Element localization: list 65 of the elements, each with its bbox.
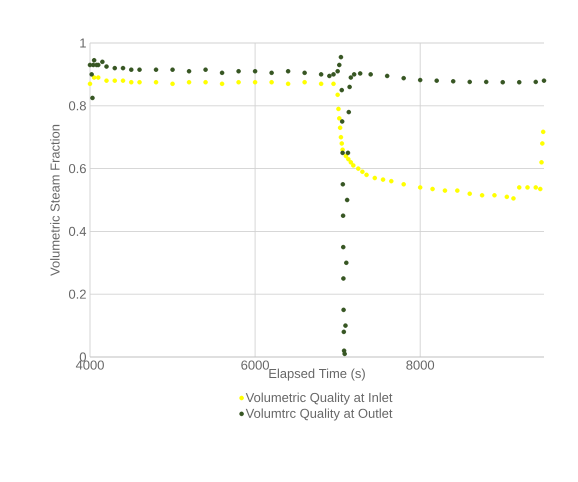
y-tick-label: 0.4 [68,226,86,236]
point [104,78,109,83]
point [92,75,96,80]
y-tick-label: 0.8 [68,101,86,110]
point [154,80,158,85]
y-axis-title: Volumetric Steam Fraction [50,124,60,276]
point [533,185,538,190]
point [286,82,290,86]
legend-label: Volumtrc Quality at Outlet [246,408,392,421]
point [540,141,545,146]
x-tick-label: 4000 [76,360,104,370]
point [401,182,406,187]
point [302,80,307,85]
point [336,106,341,112]
point [372,176,378,180]
point [455,188,460,193]
point [137,80,142,85]
point [467,191,472,196]
point [380,177,386,182]
point [128,80,134,85]
point [492,192,497,198]
point [186,80,192,85]
point [356,166,361,171]
point [318,82,324,86]
point [418,185,422,190]
point [538,186,543,192]
point [335,92,340,98]
point [504,194,510,200]
point [120,78,126,83]
legend-label: Volumetric Quality at Inlet [246,392,392,405]
point [364,172,369,178]
x-tick-label: 8000 [406,360,434,370]
point [269,80,274,85]
point [112,78,118,83]
y-tick-label: 0.6 [68,164,86,174]
point [203,80,208,85]
point [88,82,92,86]
point [348,160,354,165]
point [540,130,546,134]
y-tick-label: 1 [80,38,86,48]
point [331,82,336,86]
point [442,188,448,193]
point [338,125,342,130]
x-axis-title: Elapsed Time (s) [269,368,365,381]
point [480,192,484,198]
point [339,141,344,146]
point [516,185,522,190]
x-tick-label: 6000 [241,360,269,370]
point [389,178,394,184]
point [338,134,344,140]
point [96,75,101,80]
point [511,196,516,201]
point [525,185,530,190]
point [351,163,356,168]
point [539,160,544,165]
y-tick-label: 0.2 [68,290,86,299]
point [360,169,365,174]
point [170,82,175,86]
point [430,186,435,192]
point [220,82,224,86]
point [252,80,258,85]
y-tick-label: 0 [80,352,86,362]
point [346,156,351,162]
point [336,116,342,121]
point [236,80,241,85]
